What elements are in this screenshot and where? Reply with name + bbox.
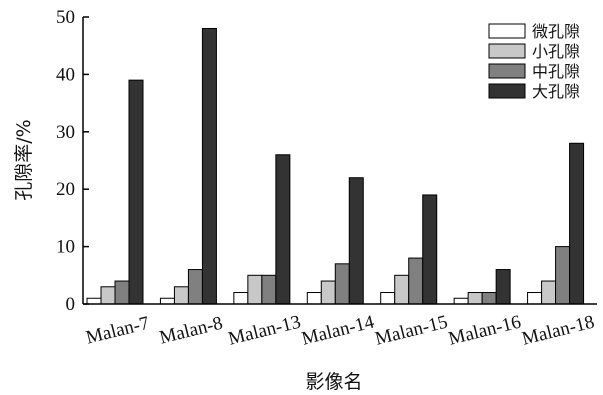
bar-malan-13-series-4: [275, 154, 291, 305]
bar-malan-14-series-3: [334, 263, 350, 305]
bar-malan-18-series-2: [541, 280, 557, 305]
legend-label: 中孔隙: [532, 62, 580, 81]
bar-malan-7-series-1: [86, 297, 102, 305]
bar-malan-13-series-3: [261, 274, 277, 305]
bar-malan-14-series-4: [348, 177, 364, 305]
bar-malan-15-series-2: [394, 274, 410, 305]
bar-malan-16-series-1: [453, 297, 469, 305]
category-label: Malan-7: [84, 313, 152, 349]
bar-malan-16-series-4: [495, 269, 511, 305]
bar-malan-18-series-3: [555, 246, 571, 305]
bar-malan-13-series-2: [247, 274, 263, 305]
y-tick-label: 20: [56, 179, 75, 200]
bar-malan-14-series-1: [306, 292, 322, 305]
bar-malan-15-series-1: [380, 292, 396, 305]
y-tick-label: 30: [56, 122, 75, 143]
category-label: Malan-14: [300, 311, 377, 349]
axes-group: [82, 17, 597, 305]
legend-swatch: [488, 23, 526, 39]
y-tick-label: 40: [56, 64, 75, 85]
y-ticks-group: 0 10 20 30 40 50: [56, 7, 89, 315]
bar-malan-15-series-4: [422, 194, 438, 305]
category-labels-group: Malan-7 Malan-8 Malan-13Malan-14Malan-15Ma…: [84, 311, 597, 349]
y-axis-title: 孔隙率/%: [13, 119, 35, 200]
category-label: Malan-18: [520, 312, 597, 350]
bar-malan-7-series-2: [100, 286, 116, 305]
legend-swatch: [488, 43, 526, 59]
category-label: Malan-15: [373, 312, 450, 350]
bar-malan-15-series-3: [408, 257, 424, 305]
bar-malan-7-series-4: [128, 79, 144, 305]
legend-swatch: [488, 63, 526, 79]
legend-label: 微孔隙: [532, 22, 580, 41]
bar-malan-8-series-3: [187, 269, 203, 305]
legend-label: 大孔隙: [532, 82, 580, 101]
bar-malan-18-series-1: [527, 292, 543, 305]
bar-malan-16-series-3: [481, 292, 497, 305]
bar-malan-7-series-3: [114, 280, 130, 305]
bar-malan-16-series-2: [467, 292, 483, 305]
bar-malan-13-series-1: [233, 292, 249, 305]
category-label: Malan-8: [157, 313, 225, 349]
legend-label: 小孔隙: [532, 42, 580, 61]
x-axis-title: 影像名: [305, 371, 362, 393]
bar-malan-8-series-4: [201, 27, 217, 305]
bar-malan-8-series-1: [159, 297, 175, 305]
bar-malan-18-series-4: [569, 142, 585, 305]
bar-malan-8-series-2: [173, 286, 189, 305]
y-tick-label: 0: [66, 294, 76, 315]
y-tick-label: 50: [56, 7, 75, 28]
bar-malan-14-series-2: [320, 280, 336, 305]
category-label: Malan-16: [446, 312, 523, 350]
category-label: Malan-13: [226, 312, 303, 350]
legend-swatch: [488, 83, 526, 99]
y-tick-label: 10: [56, 237, 75, 258]
